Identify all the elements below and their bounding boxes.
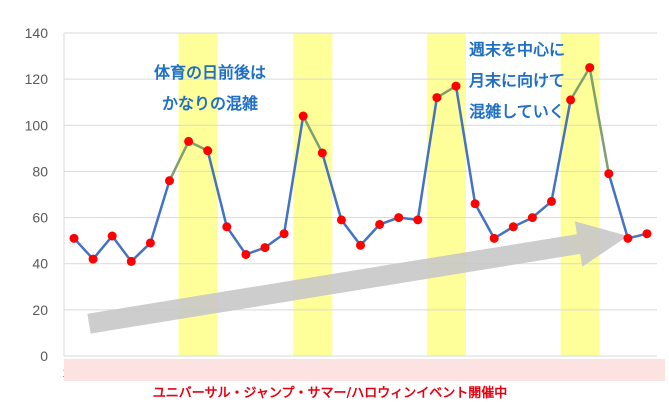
data-point-10-25 (527, 213, 537, 223)
data-point-10-4 (126, 256, 136, 266)
series-segment (588, 66, 611, 175)
series-segment (473, 202, 496, 240)
data-point-10-28 (585, 63, 595, 73)
series-segment (340, 218, 362, 247)
data-point-10-26 (547, 196, 556, 206)
highlight-band-2 (293, 33, 333, 356)
data-point-10-30 (623, 233, 633, 243)
series-segment (225, 225, 248, 256)
trend-arrow-shape (87, 221, 628, 334)
series-segment (91, 234, 114, 261)
series-segment (569, 66, 591, 102)
data-point-10-15 (336, 215, 346, 225)
highlight-band-3 (426, 33, 466, 356)
series-segment (301, 114, 324, 155)
data-point-10-18 (394, 213, 404, 223)
series-segment (282, 114, 305, 235)
y-tick-label: 140 (25, 25, 49, 41)
footer-band (64, 359, 665, 381)
y-tick-label: 120 (25, 71, 49, 87)
series-segment (550, 98, 572, 203)
footer: ユニバーサル・ジャンプ・サマー/ハロウィンイベント開催中 (64, 359, 665, 401)
trend-arrow (87, 221, 628, 334)
data-point-10-31 (642, 229, 652, 239)
data-point-10-10 (241, 249, 251, 259)
data-point-10-29 (604, 169, 614, 179)
data-point-10-22 (470, 199, 480, 209)
y-axis-ticks: 0 20 40 60 80 100 120 140 (25, 25, 49, 364)
series-segment (72, 237, 95, 261)
y-tick-label: 100 (25, 117, 49, 133)
data-point-10-17 (375, 219, 385, 229)
data-point-10-14 (317, 148, 327, 158)
series-segment (454, 84, 477, 205)
data-point-10-2 (88, 254, 98, 264)
annotation-2-line: 週末を中心に (469, 40, 565, 59)
series-segment (607, 172, 630, 240)
data-point-10-8 (203, 146, 213, 156)
data-points (69, 63, 652, 266)
series-segment (321, 151, 343, 222)
data-point-10-11 (260, 243, 270, 253)
data-point-10-9 (222, 222, 232, 232)
y-tick-label: 20 (32, 302, 48, 318)
data-point-10-1 (69, 233, 79, 243)
data-point-10-19 (413, 215, 423, 225)
series-segment (206, 149, 229, 229)
series-segment (110, 234, 133, 263)
data-point-10-27 (566, 95, 576, 105)
data-point-10-23 (489, 233, 499, 243)
series-segment (168, 140, 190, 182)
series-segment (149, 179, 171, 245)
footer-text: ユニバーサル・ジャンプ・サマー/ハロウィンイベント開催中 (153, 385, 507, 401)
data-point-10-16 (356, 240, 365, 250)
data-point-10-12 (279, 229, 289, 239)
series-segment (359, 223, 381, 247)
series-segment (416, 96, 439, 222)
data-point-10-7 (184, 136, 194, 146)
annotation-2-line: 混雑していく (469, 102, 565, 121)
y-tick-label: 60 (32, 210, 48, 226)
data-point-10-13 (298, 111, 308, 121)
data-point-10-24 (508, 222, 518, 232)
data-point-10-3 (107, 231, 117, 241)
data-point-10-5 (145, 238, 155, 248)
y-tick-label: 80 (32, 163, 48, 179)
data-point-10-6 (165, 176, 174, 186)
annotation-2-line: 月末に向けて (468, 71, 565, 90)
y-tick-label: 0 (40, 348, 48, 364)
y-tick-label: 40 (32, 256, 48, 272)
annotation-1-line: かなりの混雑 (162, 94, 258, 113)
annotation-1-line: 体育の日前後は (154, 63, 266, 82)
data-point-10-21 (451, 81, 461, 91)
data-point-10-20 (432, 93, 442, 103)
